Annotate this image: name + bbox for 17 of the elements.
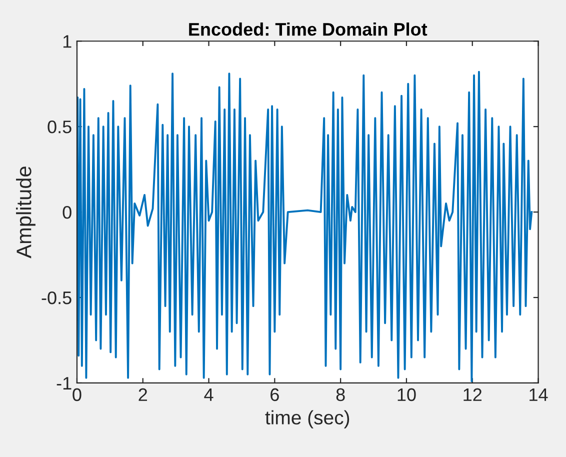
x-axis-title: time (sec): [265, 410, 350, 428]
line-series: [76, 70, 533, 382]
y-tick-label: -1: [56, 377, 72, 390]
y-tick-label: -0.5: [42, 291, 72, 304]
y-tick-label: 1: [63, 35, 72, 48]
x-tick-label: 6: [270, 388, 279, 402]
x-tick-label: 8: [336, 388, 345, 402]
x-tick-label: 2: [138, 388, 147, 401]
x-tick-label: 0: [72, 388, 82, 402]
x-tick-label: 4: [204, 388, 214, 401]
y-axis-title: Amplitude: [16, 166, 36, 258]
x-tick-label: 14: [530, 388, 548, 401]
y-tick-label: 0: [62, 206, 72, 219]
x-tick-label: 12: [464, 388, 482, 401]
chart-title: Encoded: Time Domain Plot: [189, 22, 428, 36]
y-tick-label: 0.5: [48, 120, 72, 134]
x-tick-label: 10: [398, 388, 416, 402]
